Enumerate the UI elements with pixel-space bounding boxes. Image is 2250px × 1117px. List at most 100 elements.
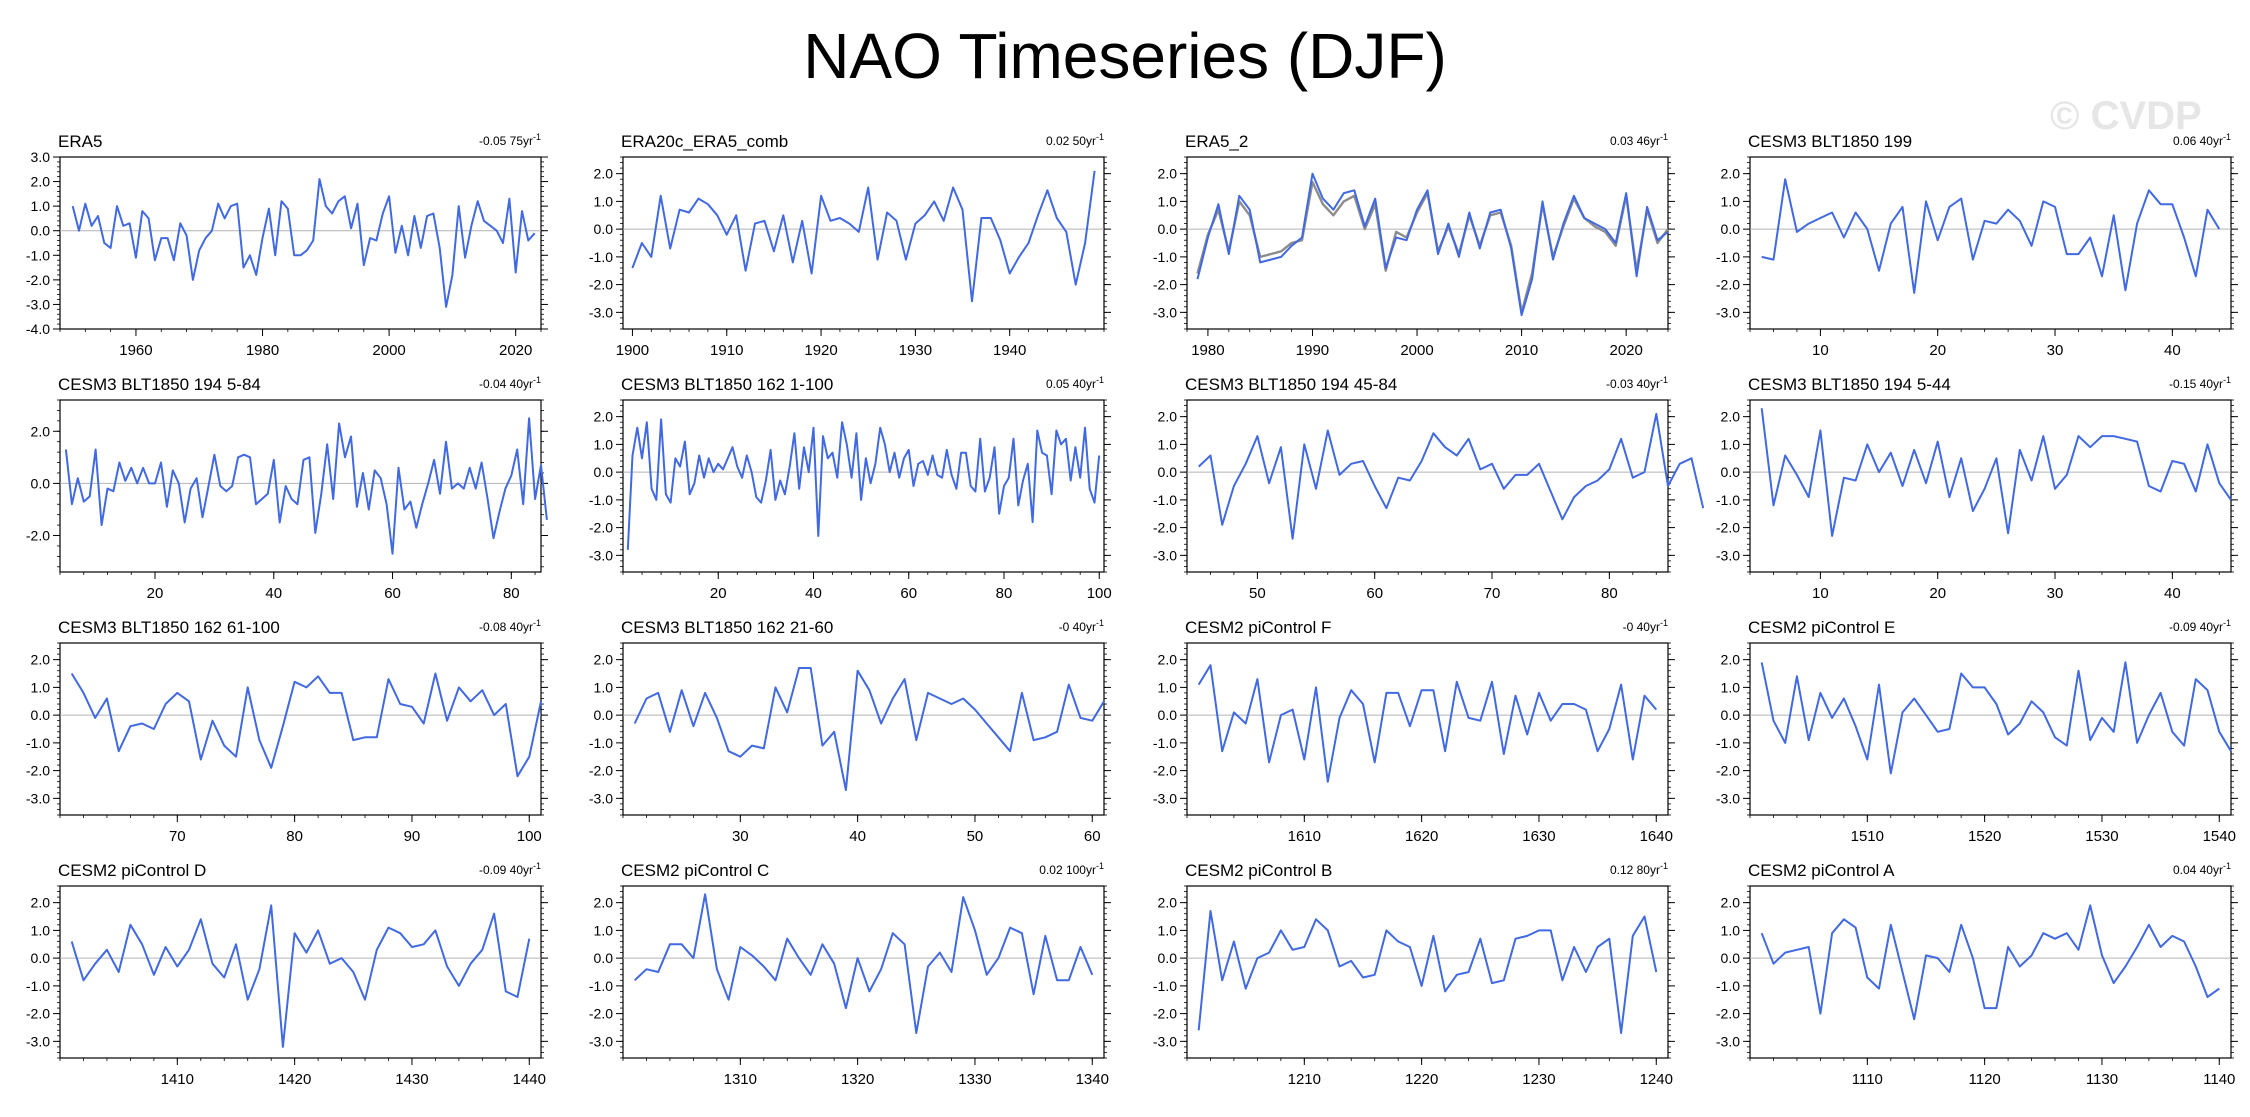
y-tick-label: 0.0: [1158, 707, 1178, 723]
y-tick-label: -3.0: [1153, 790, 1177, 806]
y-tick-label: 2.0: [594, 409, 614, 425]
plot-frame: [622, 399, 1105, 573]
x-tick-label: 60: [900, 585, 917, 602]
trend-label: -0.15 40yr-1: [2169, 375, 2231, 391]
y-tick-label: -1.0: [26, 735, 50, 751]
y-tick-label: 0.0: [1721, 464, 1741, 480]
y-tick-label: 0.0: [31, 707, 51, 723]
panel-title: CESM3 BLT1850 162 61-100: [58, 618, 280, 637]
trend-exponent: -1: [533, 132, 541, 142]
y-tick-label: -4.0: [26, 321, 50, 337]
plot-frame: [59, 399, 542, 573]
x-tick-label: 10: [1812, 342, 1829, 359]
plot-frame: [1749, 642, 2232, 816]
trend-value: -0.15 40yr: [2169, 377, 2223, 391]
plot-frame: [1186, 399, 1669, 573]
trend-value: 0.05 40yr: [1046, 377, 1096, 391]
y-tick-label: -1.0: [1716, 978, 1740, 994]
x-tick-label: 60: [1084, 828, 1101, 845]
panel-title: CESM2 piControl A: [1748, 861, 1895, 880]
y-tick-label: 0.0: [31, 950, 51, 966]
trend-exponent: -1: [2223, 618, 2231, 628]
trend-exponent: -1: [1096, 861, 1104, 871]
y-tick-label: -2.0: [1716, 277, 1740, 293]
y-tick-label: 2.0: [31, 652, 51, 668]
y-tick-label: 1.0: [1158, 679, 1178, 695]
chart-panel: ERA20c_ERA5_comb 0.02 50yr-1 -3.0 -2.0 -1.0 0…: [589, 132, 1111, 359]
x-tick-label: 1930: [899, 342, 932, 359]
x-tick-label: 40: [2164, 585, 2181, 602]
y-tick-label: 2.0: [31, 174, 51, 190]
y-tick-label: 2.0: [594, 166, 614, 182]
x-tick-label: 1420: [278, 1071, 311, 1088]
y-tick-label: 1.0: [1158, 922, 1178, 938]
x-tick-label: 30: [732, 828, 749, 845]
x-tick-label: 2000: [1400, 342, 1433, 359]
x-tick-label: 1320: [841, 1071, 874, 1088]
chart-panel: CESM2 piControl B 0.12 80yr-1 -3.0 -2.0 -1.0…: [1153, 861, 1675, 1088]
x-tick-label: 40: [265, 585, 282, 602]
panel-title: ERA5: [58, 132, 102, 151]
y-tick-label: -3.0: [1153, 304, 1177, 320]
x-tick-label: 80: [996, 585, 1013, 602]
y-tick-label: -3.0: [26, 790, 50, 806]
y-tick-label: 1.0: [594, 193, 614, 209]
chart-panel: CESM3 BLT1850 162 21-60 -0 40yr-1 -3.0 -2.0…: [589, 618, 1111, 845]
trend-value: 0.06 40yr: [2173, 134, 2223, 148]
y-tick-label: -3.0: [26, 1033, 50, 1049]
y-tick-label: 0.0: [31, 223, 51, 239]
y-tick-label: 1.0: [1721, 679, 1741, 695]
y-tick-label: 0.0: [594, 221, 614, 237]
y-tick-label: 0.0: [594, 707, 614, 723]
x-tick-label: 2020: [1609, 342, 1642, 359]
y-tick-label: -3.0: [1153, 547, 1177, 563]
x-tick-label: 1120: [1969, 1071, 2001, 1088]
panel-title: CESM2 piControl D: [58, 861, 206, 880]
x-tick-label: 50: [1249, 585, 1266, 602]
trend-exponent: -1: [2223, 861, 2231, 871]
x-tick-label: 80: [1601, 585, 1618, 602]
series-line: [626, 418, 1101, 550]
trend-value: -0.05 75yr: [479, 134, 533, 148]
panel-title: CESM3 BLT1850 194 45-84: [1185, 375, 1397, 394]
plot-frame: [1186, 156, 1669, 330]
y-tick-label: -3.0: [1716, 790, 1740, 806]
chart-panel: CESM3 BLT1850 194 5-44 -0.15 40yr-1 -3.0 -2…: [1716, 375, 2238, 602]
x-tick-label: 100: [517, 828, 542, 845]
plot-frame: [1749, 399, 2232, 573]
y-tick-label: 0.0: [31, 475, 51, 491]
y-tick-label: -1.0: [1153, 735, 1177, 751]
trend-exponent: -1: [1096, 618, 1104, 628]
series-line: [71, 178, 536, 308]
x-tick-label: 30: [2047, 342, 2064, 359]
y-tick-label: 1.0: [1158, 436, 1178, 452]
y-tick-label: -3.0: [1716, 547, 1740, 563]
y-tick-label: -1.0: [1716, 735, 1740, 751]
chart-panel: ERA5_2 0.03 46yr-1 -3.0 -2.0 -1.0 0.0 1.0 2.0 19…: [1153, 132, 1675, 359]
y-tick-label: -2.0: [589, 763, 613, 779]
x-tick-label: 60: [1366, 585, 1383, 602]
panel-title: CESM2 piControl C: [621, 861, 769, 880]
x-tick-label: 80: [503, 585, 520, 602]
panel-title: CESM3 BLT1850 162 21-60: [621, 618, 833, 637]
trend-exponent: -1: [1660, 375, 1668, 385]
y-tick-label: -3.0: [1153, 1033, 1177, 1049]
y-tick-label: 1.0: [31, 679, 51, 695]
y-tick-label: -3.0: [26, 296, 50, 312]
chart-panel: CESM3 BLT1850 194 5-84 -0.04 40yr-1 -2.0 0.…: [26, 375, 548, 602]
y-tick-label: -2.0: [26, 763, 50, 779]
panel-title: CESM2 piControl E: [1748, 618, 1895, 637]
y-tick-label: 1.0: [594, 436, 614, 452]
x-tick-label: 100: [1087, 585, 1112, 602]
plot-frame: [59, 885, 542, 1059]
x-tick-label: 1630: [1522, 828, 1555, 845]
trend-label: 0.05 40yr-1: [1046, 375, 1104, 391]
y-tick-label: 2.0: [1721, 409, 1741, 425]
y-tick-label: -1.0: [26, 978, 50, 994]
y-tick-label: -1.0: [589, 978, 613, 994]
trend-label: -0.08 40yr-1: [479, 618, 541, 634]
x-tick-label: 1340: [1076, 1071, 1109, 1088]
x-tick-label: 1430: [395, 1071, 428, 1088]
y-tick-label: 0.0: [1721, 950, 1741, 966]
